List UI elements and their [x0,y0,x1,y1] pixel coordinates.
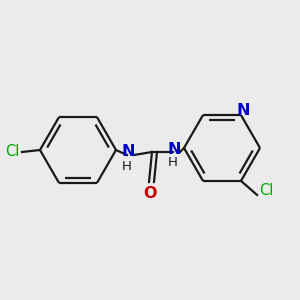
Text: H: H [168,157,178,169]
Text: N: N [236,103,250,118]
Text: N: N [167,142,181,157]
Text: O: O [143,185,157,200]
Text: H: H [122,160,132,172]
Text: Cl: Cl [259,183,273,198]
Text: Cl: Cl [6,145,20,160]
Text: N: N [121,145,135,160]
